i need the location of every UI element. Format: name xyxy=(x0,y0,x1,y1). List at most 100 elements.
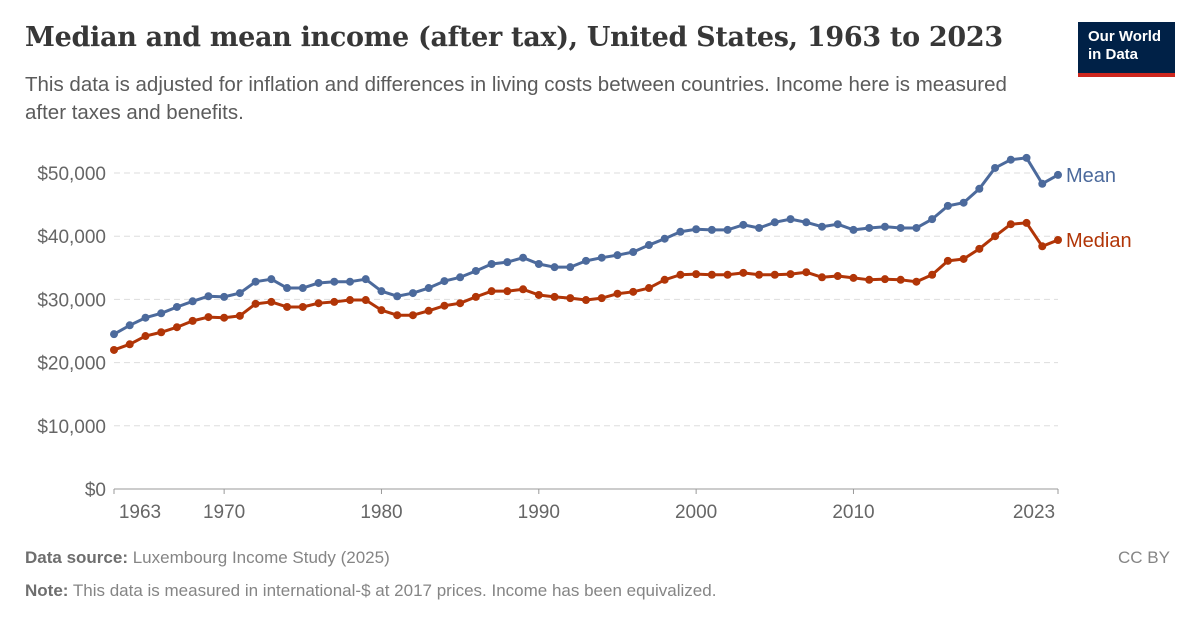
data-point-mean xyxy=(755,223,764,232)
data-point-median xyxy=(519,285,528,294)
chart-subtitle: This data is adjusted for inflation and … xyxy=(25,73,1007,124)
data-point-median xyxy=(644,284,653,293)
data-point-median xyxy=(346,296,354,305)
data-point-median xyxy=(582,296,590,305)
note-text: This data is measured in international-$… xyxy=(72,581,717,600)
data-point-mean xyxy=(582,256,590,265)
data-point-median xyxy=(267,297,276,306)
data-point-median xyxy=(692,270,701,279)
data-point-median xyxy=(125,340,134,349)
data-point-mean xyxy=(959,198,968,207)
data-point-mean xyxy=(204,292,213,301)
data-point-mean xyxy=(880,222,889,231)
data-point-median xyxy=(424,306,433,315)
data-point-mean xyxy=(314,278,323,287)
data-point-mean xyxy=(629,248,638,256)
data-point-mean xyxy=(943,201,952,210)
data-point-median xyxy=(377,306,386,315)
data-point-median xyxy=(613,289,622,298)
data-point-median xyxy=(440,301,449,310)
data-point-median xyxy=(550,292,559,301)
data-point-median xyxy=(1038,242,1047,251)
data-point-mean xyxy=(408,289,417,298)
data-point-mean xyxy=(723,225,732,234)
data-point-mean xyxy=(346,277,354,286)
data-point-median xyxy=(928,270,937,279)
data-point-mean xyxy=(534,260,543,269)
data-point-mean xyxy=(991,163,1000,172)
data-point-median xyxy=(991,232,1000,241)
data-point-mean xyxy=(1006,155,1015,164)
data-point-median xyxy=(110,345,118,354)
data-point-median xyxy=(770,270,779,279)
data-point-mean xyxy=(330,277,339,286)
data-point-mean xyxy=(283,284,292,293)
data-point-mean xyxy=(519,253,528,262)
data-point-median xyxy=(676,270,685,279)
data-point-mean xyxy=(1054,170,1062,179)
x-tick-label: 1980 xyxy=(360,502,402,523)
data-point-mean xyxy=(377,287,386,296)
data-point-mean xyxy=(220,292,229,301)
y-tick-label: $40,000 xyxy=(37,227,106,248)
source-label: Data source: xyxy=(25,548,128,567)
data-point-median xyxy=(943,256,952,265)
note: Note: This data is measured in internati… xyxy=(25,581,716,601)
x-tick-label: 2023 xyxy=(1013,502,1055,523)
data-point-mean xyxy=(456,273,465,282)
data-point-median xyxy=(251,299,260,308)
data-point-mean xyxy=(393,292,402,301)
owid-logo[interactable]: Our World in Data xyxy=(1078,22,1175,77)
data-point-median xyxy=(597,294,606,303)
data-point-median xyxy=(456,299,465,308)
data-point-median xyxy=(880,275,889,284)
data-point-median xyxy=(471,292,480,301)
data-point-median xyxy=(959,254,968,263)
data-point-median xyxy=(314,299,323,308)
data-point-mean xyxy=(770,218,779,227)
logo-accent-bar xyxy=(1078,73,1175,77)
x-tick-label: 2000 xyxy=(675,502,717,523)
data-point-mean xyxy=(676,227,685,236)
data-point-mean xyxy=(928,215,937,224)
data-point-median xyxy=(896,275,905,284)
data-point-median xyxy=(566,294,575,303)
chart-title: Median and mean income (after tax), Unit… xyxy=(25,22,1003,53)
data-point-median xyxy=(786,270,795,279)
data-point-median xyxy=(629,287,638,296)
series-label-median: Median xyxy=(1066,230,1132,252)
data-point-median xyxy=(755,270,764,279)
data-point-median xyxy=(865,275,874,284)
data-point-mean xyxy=(267,275,276,284)
data-point-median xyxy=(487,287,496,296)
data-point-median xyxy=(1054,235,1062,244)
license-link[interactable]: CC BY xyxy=(1118,548,1170,567)
data-point-median xyxy=(220,313,229,322)
source-link[interactable]: Luxembourg Income Study (2025) xyxy=(132,548,390,567)
y-tick-label: $50,000 xyxy=(37,164,106,185)
data-point-mean xyxy=(487,260,496,269)
data-point-median xyxy=(912,277,921,286)
data-point-mean xyxy=(110,330,118,339)
series-line-median xyxy=(113,221,1059,352)
data-point-median xyxy=(283,302,292,311)
data-point-median xyxy=(534,290,543,299)
data-point-mean xyxy=(566,263,575,272)
data-point-mean xyxy=(802,218,811,227)
data-point-mean xyxy=(786,215,795,224)
data-point-mean xyxy=(471,266,480,275)
data-point-mean xyxy=(739,220,748,229)
data-point-mean xyxy=(849,225,858,234)
data-point-median xyxy=(393,311,402,320)
data-point-median xyxy=(818,273,826,282)
data-point-mean xyxy=(707,225,716,234)
data-point-median xyxy=(975,244,984,253)
data-point-median xyxy=(1022,218,1031,227)
data-point-mean xyxy=(912,223,921,232)
data-point-mean xyxy=(251,277,260,286)
data-point-mean xyxy=(172,302,181,311)
data-point-mean xyxy=(660,234,669,243)
data-point-median xyxy=(660,275,669,284)
data-point-mean xyxy=(188,297,197,306)
